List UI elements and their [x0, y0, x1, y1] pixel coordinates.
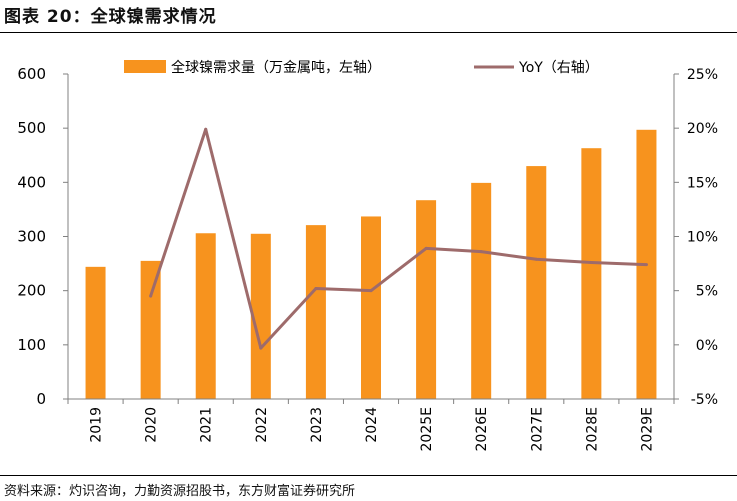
yoy-point-2029E [644, 263, 648, 267]
right-tick-label: 5% [696, 284, 718, 300]
labels-layer: 0 100 200 300 400 500 600 -5% 0% 5% 10% 15% 20% 25% 20… [17, 65, 718, 451]
yoy-point-2026E [479, 250, 483, 254]
title-divider [0, 32, 737, 33]
legend-label-bar: 全球镍需求量（万金属吨，左轴） [171, 59, 381, 76]
bar-2022 [250, 233, 271, 399]
x-tick-label: 2025E [419, 407, 435, 451]
bar-2023 [305, 225, 326, 399]
left-tick-label: 600 [17, 65, 46, 83]
source-divider [0, 475, 737, 476]
right-tick-label: 0% [696, 338, 718, 354]
bars-layer [85, 129, 657, 399]
yoy-point-2025E [424, 246, 428, 250]
right-tick-label: 20% [687, 121, 718, 137]
yoy-point-2027E [534, 257, 538, 261]
yoy-point-2024 [369, 289, 373, 293]
right-tick-label: -5% [691, 392, 718, 408]
right-tick-label: 10% [687, 230, 718, 246]
yoy-point-2023 [314, 287, 318, 290]
yoy-point-2022 [259, 346, 263, 350]
yoy-line [149, 127, 647, 350]
x-tick-label: 2019 [89, 407, 105, 443]
x-tick-label: 2022 [254, 407, 270, 443]
left-tick-label: 500 [17, 119, 46, 137]
legend: 全球镍需求量（万金属吨，左轴） YoY（右轴） [124, 59, 599, 76]
left-tick-label: 200 [17, 282, 46, 300]
left-tick-label: 400 [17, 173, 46, 191]
bar-2027E [526, 166, 547, 399]
bar-2019 [85, 266, 106, 399]
x-tick-label: 2023 [309, 407, 325, 443]
right-tick-label: 15% [687, 175, 718, 191]
left-tick-label: 100 [17, 336, 46, 354]
figure-title: 图表 20：全球镍需求情况 [4, 7, 217, 27]
axes-layer [63, 73, 679, 404]
x-tick-label: 2024 [364, 407, 380, 443]
right-tick-label: 25% [687, 67, 718, 83]
legend-label-line: YoY（右轴） [518, 60, 599, 76]
bar-2024 [361, 216, 381, 399]
source-note: 资料来源：灼识咨询，力勤资源招股书，东方财富证券研究所 [4, 484, 356, 499]
x-tick-label: 2021 [199, 407, 215, 443]
yoy-point-2021 [204, 127, 208, 131]
bar-2021 [195, 233, 216, 399]
x-tick-label: 2020 [144, 407, 160, 443]
x-tick-label: 2026E [474, 407, 490, 451]
bar-2028E [581, 148, 602, 399]
bar-2025E [416, 200, 437, 399]
x-tick-label: 2027E [529, 407, 545, 451]
left-tick-label: 0 [36, 390, 46, 408]
x-tick-label: 2029E [639, 407, 655, 451]
x-tick-label: 2028E [584, 407, 600, 451]
yoy-point-2020 [149, 294, 153, 298]
bar-2020 [140, 260, 161, 399]
bar-2026E [471, 182, 492, 399]
yoy-point-2028E [589, 261, 593, 264]
legend-swatch-bar [124, 60, 166, 73]
line-layer [149, 127, 648, 350]
left-tick-label: 300 [17, 228, 46, 246]
